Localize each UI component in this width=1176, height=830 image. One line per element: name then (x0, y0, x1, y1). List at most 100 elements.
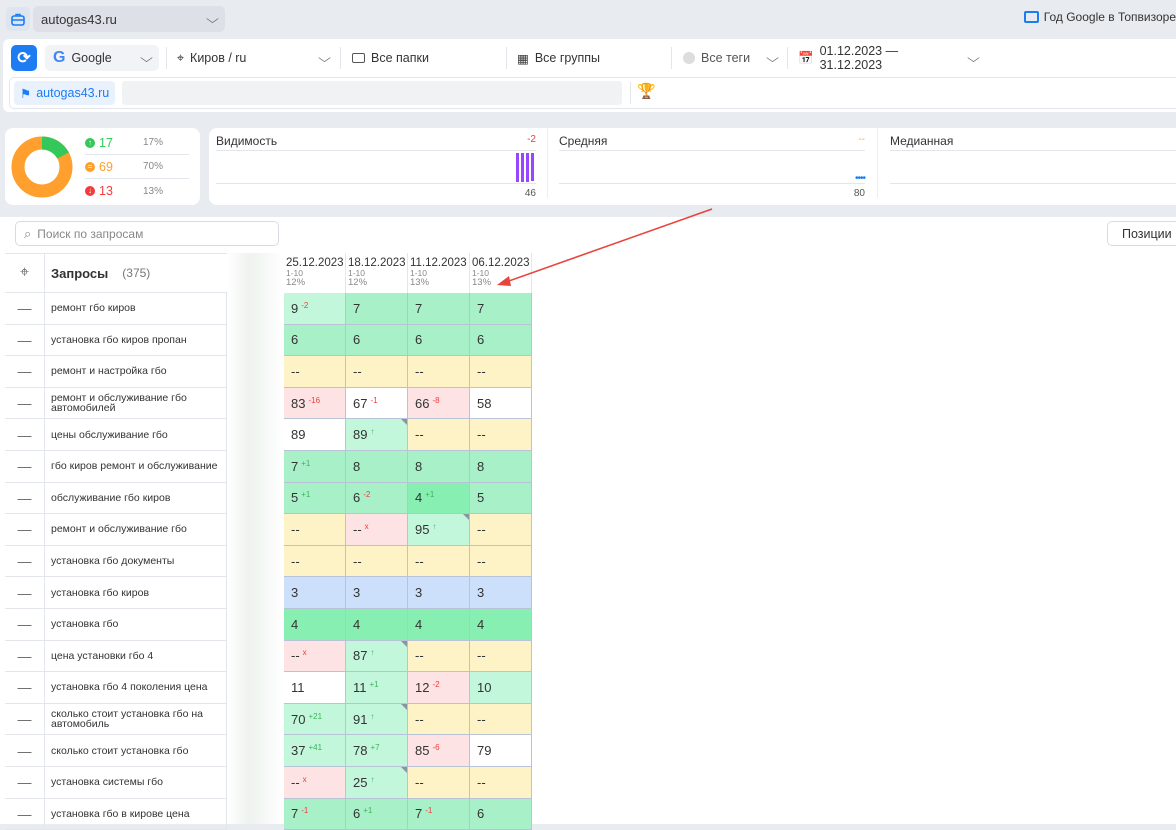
trophy-icon[interactable]: 🏆 (630, 82, 656, 104)
position-cell[interactable]: 3 (284, 577, 346, 609)
query-name[interactable]: установка гбо киров пропан (45, 324, 227, 357)
metric-median[interactable]: Медианная (890, 134, 1176, 200)
position-cell[interactable]: 91 ↑ (346, 703, 408, 736)
positions-button[interactable]: Позиции (1107, 221, 1176, 246)
metric-visibility[interactable]: Видимость -2 46 (216, 134, 536, 200)
position-cell[interactable]: -- (470, 767, 532, 799)
position-cell[interactable]: -- (470, 356, 532, 388)
position-cell[interactable]: -- (408, 703, 470, 736)
query-name[interactable]: ремонт гбо киров (45, 293, 227, 325)
date-column-header[interactable]: 25.12.2023 1-10 12% (284, 253, 346, 293)
row-select-toggle[interactable]: — (5, 609, 45, 641)
position-cell[interactable]: 10 (470, 672, 532, 704)
row-select-toggle[interactable]: — (5, 324, 45, 357)
briefcase-icon[interactable] (6, 7, 30, 31)
position-cell[interactable]: 8 (408, 451, 470, 483)
position-cell[interactable]: -- (470, 514, 532, 546)
position-cell[interactable]: 67 -1 (346, 387, 408, 420)
query-name[interactable]: установка гбо 4 поколения цена (45, 672, 227, 704)
position-cell[interactable]: 58 (470, 387, 532, 420)
refresh-button[interactable]: ⟳ (11, 45, 37, 71)
position-cell[interactable]: -- (408, 640, 470, 673)
metric-average[interactable]: Средняя -- •••• 80 (559, 134, 866, 200)
position-cell[interactable]: 25 ↑ (346, 767, 408, 799)
position-cell[interactable]: 6 -2 (346, 482, 408, 515)
position-cell[interactable]: -- (470, 419, 532, 451)
position-cell[interactable]: -- (408, 545, 470, 578)
position-cell[interactable]: 3 (470, 577, 532, 609)
queries-header[interactable]: Запросы (375) (45, 253, 227, 293)
period-select[interactable]: 📅 01.12.2023 — 31.12.2023 ⌵ (798, 44, 980, 72)
position-cell[interactable]: -- x (284, 767, 346, 799)
date-column-header[interactable]: 06.12.2023 1-10 13% (470, 253, 532, 293)
query-name[interactable]: установка гбо киров (45, 577, 227, 609)
date-column-header[interactable]: 11.12.2023 1-10 13% (408, 253, 470, 293)
row-select-toggle[interactable]: — (5, 798, 45, 830)
position-cell[interactable]: 6 +1 (346, 798, 408, 830)
position-cell[interactable]: 4 (284, 609, 346, 641)
position-cell[interactable]: 4 +1 (408, 482, 470, 515)
position-cell[interactable]: 70 +21 (284, 703, 346, 736)
position-cell[interactable]: -- (470, 545, 532, 578)
target-icon[interactable]: ⌖ (5, 253, 45, 293)
position-cell[interactable]: -- (408, 419, 470, 451)
stat-same[interactable]: = 69 70% (85, 155, 189, 179)
position-cell[interactable]: 12 -2 (408, 672, 470, 704)
position-cell[interactable]: 85 -6 (408, 735, 470, 767)
query-name[interactable]: обслуживание гбо киров (45, 482, 227, 515)
position-cell[interactable]: 89 ↑ (346, 419, 408, 451)
query-name[interactable]: ремонт и обслуживание гбо (45, 514, 227, 546)
row-select-toggle[interactable]: — (5, 387, 45, 420)
position-cell[interactable]: 5 (470, 482, 532, 515)
position-cell[interactable]: 4 (346, 609, 408, 641)
search-input[interactable]: ⌕ Поиск по запросам (15, 221, 279, 246)
engine-select[interactable]: G Google ⌵ (45, 45, 159, 71)
position-cell[interactable]: 6 (470, 798, 532, 830)
position-cell[interactable]: 89 (284, 419, 346, 451)
position-cell[interactable]: 6 (346, 324, 408, 357)
position-cell[interactable]: -- (408, 767, 470, 799)
query-name[interactable]: установка системы гбо (45, 767, 227, 799)
position-cell[interactable]: 87 ↑ (346, 640, 408, 673)
folders-select[interactable]: Все папки (352, 45, 429, 71)
position-cell[interactable]: -- (470, 703, 532, 736)
query-name[interactable]: установка гбо (45, 609, 227, 641)
query-name[interactable]: ремонт и обслуживание гбо автомобилей (45, 387, 227, 420)
position-cell[interactable]: 7 (346, 293, 408, 325)
row-select-toggle[interactable]: — (5, 577, 45, 609)
query-name[interactable]: гбо киров ремонт и обслуживание (45, 451, 227, 483)
position-cell[interactable]: 6 (284, 324, 346, 357)
stat-up[interactable]: ↑ 17 17% (85, 131, 189, 155)
position-cell[interactable]: 7 -1 (284, 798, 346, 830)
position-cell[interactable]: -- x (284, 640, 346, 673)
position-cell[interactable]: 6 (470, 324, 532, 357)
position-cell[interactable]: 7 -1 (408, 798, 470, 830)
position-cell[interactable]: 95 ↑ (408, 514, 470, 546)
position-cell[interactable]: 4 (408, 609, 470, 641)
position-cell[interactable]: 9 -2 (284, 293, 346, 325)
position-cell[interactable]: 6 (408, 324, 470, 357)
row-select-toggle[interactable]: — (5, 482, 45, 515)
row-select-toggle[interactable]: — (5, 293, 45, 325)
row-select-toggle[interactable]: — (5, 735, 45, 767)
row-select-toggle[interactable]: — (5, 356, 45, 388)
position-cell[interactable]: -- (284, 545, 346, 578)
position-cell[interactable]: -- (346, 356, 408, 388)
position-cell[interactable]: 78 +7 (346, 735, 408, 767)
toggle-icon[interactable] (683, 52, 695, 64)
row-select-toggle[interactable]: — (5, 419, 45, 451)
position-cell[interactable]: 4 (470, 609, 532, 641)
query-name[interactable]: ремонт и настройка гбо (45, 356, 227, 388)
region-select[interactable]: ⌖ Киров / ru ⌵ (177, 45, 331, 71)
date-column-header[interactable]: 18.12.2023 1-10 12% (346, 253, 408, 293)
row-select-toggle[interactable]: — (5, 640, 45, 673)
position-cell[interactable]: 3 (408, 577, 470, 609)
row-select-toggle[interactable]: — (5, 545, 45, 578)
position-cell[interactable]: 7 (408, 293, 470, 325)
position-cell[interactable]: 83 -16 (284, 387, 346, 420)
project-select[interactable]: autogas43.ru ⌵ (33, 6, 225, 32)
position-cell[interactable]: 7 +1 (284, 451, 346, 483)
row-select-toggle[interactable]: — (5, 451, 45, 483)
groups-select[interactable]: ▦ Все группы (517, 45, 600, 71)
query-name[interactable]: установка гбо документы (45, 545, 227, 578)
